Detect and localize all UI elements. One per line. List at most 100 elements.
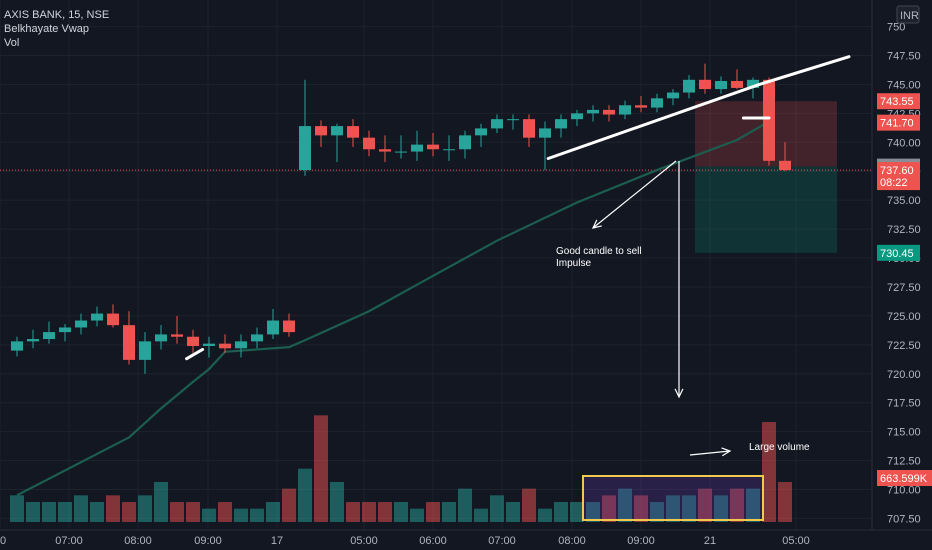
candle xyxy=(203,343,215,346)
price-tag xyxy=(877,162,920,191)
volume-bar xyxy=(634,495,648,522)
y-tick-label: 720.00 xyxy=(887,369,921,381)
trendline xyxy=(185,347,205,361)
candle xyxy=(459,135,471,150)
candle xyxy=(555,119,567,129)
volume-label[interactable]: Vol xyxy=(4,37,20,49)
y-tick-label: 732.50 xyxy=(887,224,921,236)
y-tick-label: 745.00 xyxy=(887,79,921,91)
volume-tag-label: 663.599K xyxy=(880,473,928,485)
y-tick-label: 712.50 xyxy=(887,456,921,468)
volume-bar xyxy=(538,508,552,522)
x-tick-label: 05:00 xyxy=(350,535,378,547)
candle xyxy=(427,144,439,150)
indicator-label[interactable]: Belkhayate Vwap xyxy=(4,23,89,35)
candle xyxy=(651,98,663,108)
sell-arrow-head xyxy=(591,219,602,229)
candle xyxy=(27,339,39,342)
volume-arrow-head xyxy=(674,388,684,399)
candle xyxy=(475,128,487,136)
x-tick-label: 00 xyxy=(0,535,6,547)
volume-bar xyxy=(298,468,312,522)
volume-bar xyxy=(410,508,424,522)
volume-bar xyxy=(570,502,584,522)
volume-bar xyxy=(474,508,488,522)
x-tick-label: 05:00 xyxy=(782,535,810,547)
price-tag xyxy=(877,114,920,131)
candle xyxy=(411,144,423,152)
candle xyxy=(11,341,23,351)
candle xyxy=(507,119,519,121)
chart-legend: AXIS BANK, 15, NSE Belkhayate Vwap Vol xyxy=(4,8,109,50)
x-tick-label: 06:00 xyxy=(419,535,447,547)
candle xyxy=(763,79,775,161)
candle xyxy=(715,80,727,90)
x-tick-label: 17 xyxy=(271,535,283,547)
volume-bar xyxy=(170,502,184,522)
candle xyxy=(91,313,103,321)
price-tag-label: 730.45 xyxy=(880,248,914,260)
volume-bar xyxy=(314,415,328,522)
volume-bar xyxy=(778,482,792,522)
trendline xyxy=(757,55,851,86)
x-tick-label: 08:00 xyxy=(124,535,152,547)
x-tick-label: 07:00 xyxy=(55,535,83,547)
candle xyxy=(187,336,199,346)
candle xyxy=(107,313,119,326)
volume-bar xyxy=(106,495,120,522)
candle xyxy=(587,109,599,114)
volume-bar xyxy=(554,502,568,522)
candle xyxy=(235,341,247,349)
large-volume-annotation: Large volume xyxy=(749,442,810,453)
volume-bar xyxy=(58,502,72,522)
y-tick-label: 740.00 xyxy=(887,137,921,149)
price-tag-label: 741.70 xyxy=(880,118,914,130)
volume-bar xyxy=(650,502,664,522)
candle xyxy=(667,92,679,99)
candle xyxy=(251,334,263,342)
volume-bar xyxy=(234,508,248,522)
price-tag-label: 737.60 xyxy=(880,165,914,177)
volume-bar xyxy=(138,495,152,522)
volume-bar xyxy=(762,422,776,522)
candle xyxy=(779,160,791,171)
volume-bar xyxy=(730,488,744,522)
sell-arrow xyxy=(592,160,677,229)
candle xyxy=(491,119,503,129)
candle xyxy=(219,343,231,349)
volume-bar xyxy=(10,495,24,522)
volume-bar xyxy=(90,502,104,522)
take-profit-zone xyxy=(695,166,837,253)
candle xyxy=(683,79,695,93)
volume-highlight-box xyxy=(582,475,764,521)
volume-bar xyxy=(346,502,360,522)
candle xyxy=(171,334,183,337)
price-tag-countdown: 08:22 xyxy=(880,177,908,189)
volume-bar xyxy=(266,502,280,522)
y-tick-label: 747.50 xyxy=(887,51,921,63)
x-tick-label: 09:00 xyxy=(194,535,222,547)
volume-bar xyxy=(330,482,344,522)
volume-bar xyxy=(218,502,232,522)
y-tick-label: 735.00 xyxy=(887,195,921,207)
volume-bar xyxy=(122,502,136,522)
volume-bar xyxy=(602,495,616,522)
volume-bar xyxy=(618,488,632,522)
candle xyxy=(283,320,295,333)
candle xyxy=(347,126,359,138)
candle xyxy=(539,128,551,138)
volume-bar xyxy=(442,502,456,522)
volume-bar xyxy=(202,508,216,522)
volume-bar xyxy=(746,488,760,522)
x-tick-label: 21 xyxy=(704,535,716,547)
volume-bar xyxy=(26,502,40,522)
volume-bar xyxy=(378,502,392,522)
symbol-label[interactable]: AXIS BANK, 15, NSE xyxy=(4,9,110,21)
candle xyxy=(299,126,311,171)
price-tag xyxy=(877,93,920,110)
volume-bar xyxy=(426,502,440,522)
candle xyxy=(139,341,151,360)
large-volume-arrow-head xyxy=(721,447,732,457)
x-tick-label: 07:00 xyxy=(488,535,516,547)
